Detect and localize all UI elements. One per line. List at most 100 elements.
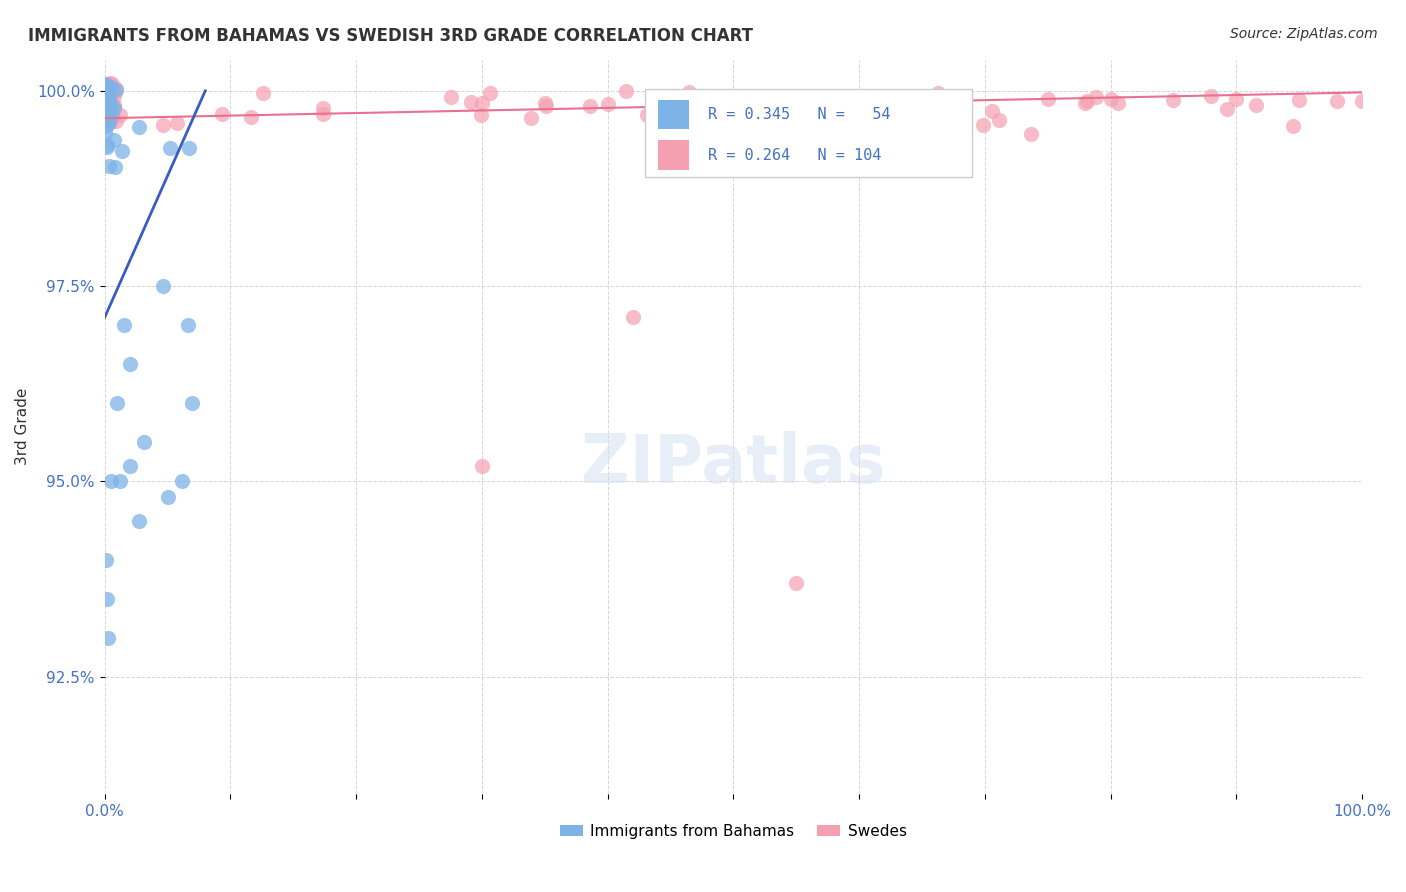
- Point: [96, 591, 118, 606]
- Point: [156, 490, 179, 504]
- Point: [1288, 93, 1310, 107]
- Point: [97, 77, 120, 91]
- Point: [128, 120, 150, 134]
- Point: [97, 87, 120, 101]
- Point: [1163, 93, 1185, 107]
- Point: [471, 458, 494, 473]
- Point: [520, 111, 543, 125]
- Point: [678, 85, 700, 99]
- Bar: [658, 100, 689, 129]
- Point: [96, 98, 118, 112]
- Point: [94, 102, 117, 116]
- Point: [172, 475, 194, 489]
- Point: [1225, 92, 1247, 106]
- Point: [97, 94, 120, 108]
- Point: [101, 100, 124, 114]
- Point: [94, 101, 117, 115]
- Point: [97, 117, 120, 131]
- Y-axis label: 3rd Grade: 3rd Grade: [15, 388, 30, 466]
- Point: [785, 576, 807, 591]
- Point: [470, 108, 492, 122]
- Point: [97, 87, 120, 101]
- Point: [891, 112, 914, 126]
- Point: [111, 144, 134, 158]
- Point: [621, 310, 644, 325]
- Point: [97, 103, 120, 118]
- Point: [1036, 92, 1059, 106]
- Point: [762, 100, 785, 114]
- Point: [104, 113, 127, 128]
- Legend: Immigrants from Bahamas, Swedes: Immigrants from Bahamas, Swedes: [554, 818, 912, 845]
- Point: [103, 101, 125, 115]
- Point: [94, 113, 117, 128]
- Point: [97, 92, 120, 106]
- Point: [987, 112, 1010, 127]
- Point: [112, 318, 135, 333]
- Point: [659, 98, 682, 112]
- Point: [848, 99, 870, 113]
- Point: [745, 95, 768, 109]
- Point: [98, 84, 121, 98]
- Point: [94, 82, 117, 96]
- Point: [103, 82, 125, 96]
- Point: [94, 109, 117, 123]
- Point: [96, 112, 118, 126]
- Point: [844, 120, 866, 134]
- Point: [97, 113, 120, 128]
- Point: [94, 98, 117, 112]
- Point: [100, 95, 122, 109]
- Point: [785, 95, 807, 109]
- Point: [98, 84, 121, 98]
- Point: [97, 112, 120, 126]
- Point: [911, 95, 934, 110]
- Point: [96, 85, 118, 99]
- Point: [211, 107, 233, 121]
- Bar: [645, 89, 972, 178]
- Point: [166, 116, 188, 130]
- Point: [1199, 88, 1222, 103]
- Point: [101, 111, 124, 125]
- Point: [177, 141, 200, 155]
- Point: [96, 97, 118, 112]
- Point: [94, 552, 117, 566]
- Point: [98, 114, 121, 128]
- Text: IMMIGRANTS FROM BAHAMAS VS SWEDISH 3RD GRADE CORRELATION CHART: IMMIGRANTS FROM BAHAMAS VS SWEDISH 3RD G…: [28, 27, 754, 45]
- Point: [152, 279, 174, 293]
- Point: [879, 99, 901, 113]
- Point: [97, 100, 120, 114]
- Point: [100, 475, 122, 489]
- Point: [132, 435, 155, 450]
- Point: [103, 133, 125, 147]
- Point: [1019, 127, 1042, 141]
- Point: [1326, 94, 1348, 108]
- Point: [98, 90, 121, 104]
- Point: [98, 100, 121, 114]
- Point: [100, 101, 122, 115]
- Point: [1351, 94, 1374, 108]
- Point: [93, 105, 115, 120]
- Text: ZIPatlas: ZIPatlas: [581, 431, 886, 497]
- Point: [98, 100, 121, 114]
- Bar: [658, 140, 689, 169]
- Point: [1074, 96, 1097, 111]
- Point: [98, 92, 121, 106]
- Point: [460, 95, 482, 109]
- Point: [478, 86, 501, 100]
- Point: [105, 396, 128, 410]
- Point: [103, 98, 125, 112]
- Point: [730, 108, 752, 122]
- Point: [1244, 98, 1267, 112]
- Point: [579, 99, 602, 113]
- Point: [533, 96, 555, 111]
- Point: [596, 97, 619, 112]
- Point: [118, 357, 141, 371]
- Point: [98, 97, 121, 112]
- Point: [94, 98, 117, 112]
- Point: [94, 105, 117, 120]
- Point: [97, 159, 120, 173]
- Point: [1215, 102, 1237, 116]
- Point: [94, 115, 117, 129]
- Text: R = 0.264   N = 104: R = 0.264 N = 104: [709, 147, 882, 162]
- Point: [101, 78, 124, 92]
- Point: [536, 99, 558, 113]
